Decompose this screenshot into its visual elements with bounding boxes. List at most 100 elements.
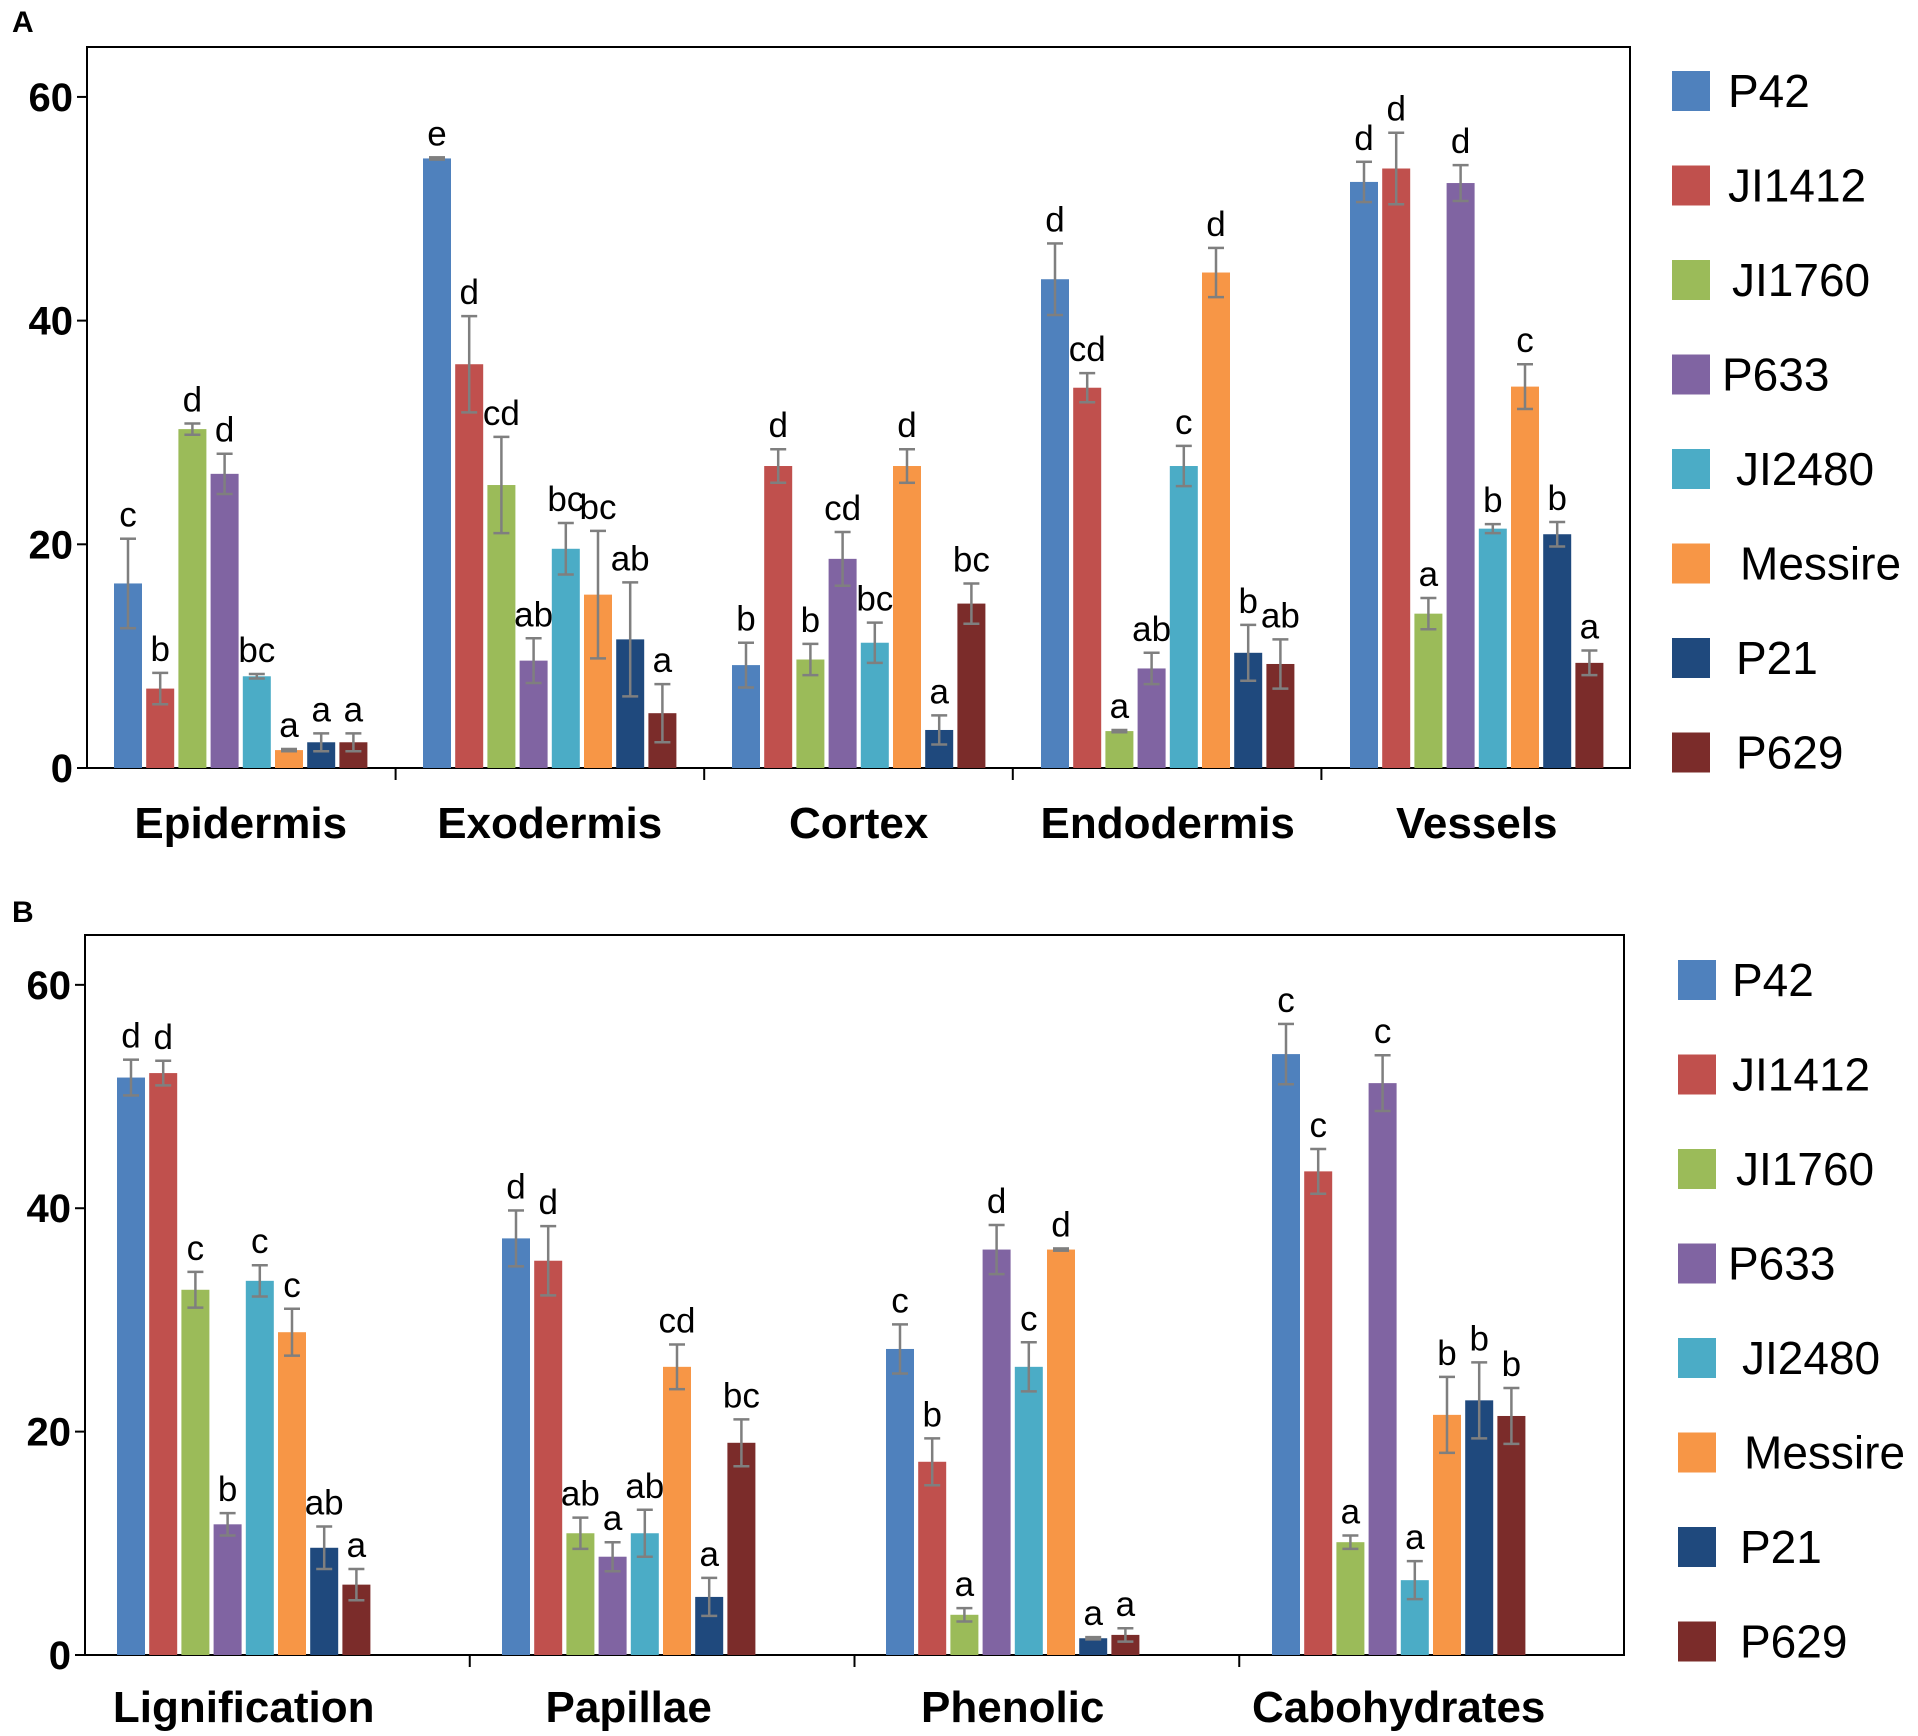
panel-a-exodermis-p629-significance-label: a	[653, 641, 673, 680]
panel-b-lignification-p629-significance-label: a	[347, 1526, 367, 1565]
panel-b-papillae-ji1412-significance-label: d	[538, 1183, 557, 1222]
panel-b-phenolic-p21-significance-label: a	[1083, 1594, 1103, 1633]
panel-a-epidermis-ji1760-significance-label: d	[183, 381, 202, 420]
panel-b-category-label-phenolic: Phenolic	[921, 1683, 1104, 1732]
panel-a-vessels-ji1412-bar	[1382, 168, 1411, 768]
panel-a-cortex-p629-significance-label: bc	[953, 540, 990, 579]
panel-a-epidermis-ji2480-significance-label: bc	[238, 631, 275, 670]
panel-a-legend-swatch-p633	[1672, 354, 1710, 395]
panel-a-epidermis-ji1412-significance-label: b	[150, 630, 169, 669]
panel-a-exodermis-p42-significance-label: e	[427, 114, 446, 153]
panel-b-legend-label-ji1412: JI1412	[1732, 1049, 1870, 1101]
panel-a-vessels-p629-bar	[1575, 662, 1604, 768]
panel-b-lignification-messire-bar	[278, 1332, 306, 1655]
panel-b-legend-swatch-p629	[1678, 1621, 1716, 1662]
panel-a-exodermis-ji1412-bar	[455, 364, 484, 768]
panel-a-vessels-p42-bar	[1350, 181, 1378, 768]
panel-a-cortex-ji1760-bar	[796, 659, 825, 768]
panel-b-phenolic-p633-significance-label: d	[987, 1182, 1006, 1221]
panel-a-endodermis-p21-significance-label: b	[1238, 582, 1257, 621]
panel-b-papillae-ji1760-bar	[566, 1533, 595, 1655]
panel-a-legend-swatch-p42	[1672, 71, 1710, 111]
panel-b-cabohydrates-p633-bar	[1368, 1083, 1397, 1655]
panel-b-legend-label-messire: Messire	[1744, 1427, 1905, 1479]
panel-b-cabohydrates-ji1760-significance-label: a	[1341, 1492, 1361, 1531]
panel-a-epidermis-ji2480-bar	[242, 676, 271, 768]
panel-a-vessels-messire-bar	[1511, 386, 1539, 768]
panel-a-endodermis-messire-bar	[1202, 272, 1230, 768]
panel-a-exodermis-p21-significance-label: ab	[611, 539, 650, 578]
panel-a-exodermis-ji1412-significance-label: d	[459, 273, 478, 312]
panel-a-endodermis-ji1760-significance-label: a	[1110, 687, 1130, 726]
panel-b-lignification-p42-significance-label: d	[121, 1017, 140, 1056]
panel-a-category-label-vessels: Vessels	[1396, 799, 1558, 848]
panel-a-cortex-messire-significance-label: d	[897, 406, 916, 445]
panel-a-cortex-ji2480-significance-label: bc	[856, 580, 893, 619]
panel-b-cabohydrates-ji1760-bar	[1336, 1542, 1365, 1655]
panel-b-lignification-ji1412-significance-label: d	[153, 1018, 172, 1057]
panel-a-category-label-cortex: Cortex	[789, 799, 929, 848]
panel-b-ytick-label-60: 60	[27, 964, 72, 1008]
panel-a-legend-swatch-ji2480	[1672, 449, 1710, 489]
panel-a-cortex-p629-bar	[957, 603, 986, 768]
panel-a-epidermis-p633-significance-label: d	[215, 411, 234, 450]
panel-a-category-label-epidermis: Epidermis	[134, 799, 347, 848]
panel-a-exodermis-ji1760-significance-label: cd	[483, 394, 520, 433]
panel-a-vessels-ji2480-bar	[1478, 528, 1507, 768]
panel-a-legend-label-ji1412: JI1412	[1728, 160, 1866, 212]
panel-b-ytick-label-0: 0	[49, 1634, 71, 1678]
panel-a-endodermis-p42-bar	[1041, 279, 1069, 768]
panel-b-label: B	[12, 896, 34, 929]
panel-a-vessels-ji1412-significance-label: d	[1386, 90, 1405, 129]
panel-a-vessels-messire-significance-label: c	[1516, 321, 1534, 360]
panel-a-vessels-p633-bar	[1446, 183, 1475, 768]
panel-b-legend-label-p633: P633	[1728, 1238, 1835, 1290]
panel-b-legend-label-p21: P21	[1740, 1521, 1822, 1573]
panel-a-vessels-p42-significance-label: d	[1354, 119, 1373, 158]
panel-a-vessels-p633-significance-label: d	[1451, 122, 1470, 161]
panel-a-epidermis-messire-significance-label: a	[279, 706, 299, 745]
panel-a-exodermis-ji2480-significance-label: bc	[547, 480, 584, 519]
panel-b-phenolic-p42-significance-label: c	[891, 1281, 909, 1320]
panel-b-phenolic-p42-bar	[886, 1348, 914, 1655]
panel-b-cabohydrates-ji1412-bar	[1304, 1171, 1333, 1655]
panel-b-papillae-messire-significance-label: cd	[659, 1301, 696, 1340]
panel-b-phenolic-messire-bar	[1047, 1249, 1075, 1655]
panel-a-legend-label-ji1760: JI1760	[1732, 254, 1870, 306]
panel-a-exodermis-p42-bar	[423, 158, 451, 768]
panel-a-category-label-exodermis: Exodermis	[437, 799, 662, 848]
panel-b-cabohydrates-ji2480-significance-label: a	[1405, 1518, 1425, 1557]
panel-b-lignification-messire-significance-label: c	[283, 1266, 301, 1305]
panel-a-label: A	[12, 6, 34, 39]
panel-b-ytick-label-20: 20	[27, 1411, 72, 1455]
panel-b-category-label-lignification: Lignification	[113, 1683, 375, 1732]
panel-b-legend-swatch-ji1412	[1678, 1054, 1716, 1095]
panel-a-cortex-p633-bar	[828, 558, 857, 768]
panel-b-legend-label-ji1760: JI1760	[1736, 1143, 1874, 1195]
panel-a-legend-label-messire: Messire	[1740, 538, 1901, 590]
panel-b-papillae-p633-significance-label: a	[603, 1499, 623, 1538]
panel-b-phenolic-messire-significance-label: d	[1051, 1205, 1070, 1244]
panel-a-vessels-ji2480-significance-label: b	[1483, 481, 1502, 520]
panel-a-exodermis-ji2480-bar	[551, 548, 580, 768]
panel-a-cortex-p42-significance-label: b	[736, 600, 755, 639]
panel-a-epidermis-p629-significance-label: a	[344, 690, 364, 729]
panel-b-legend-swatch-messire	[1678, 1432, 1716, 1473]
panel-b-lignification-p42-bar	[117, 1077, 145, 1655]
panel-b-legend-swatch-p21	[1678, 1527, 1716, 1567]
panel-b-lignification-ji1412-bar	[149, 1073, 178, 1655]
panel-a-ytick-label-60: 60	[29, 76, 74, 120]
panel-b-ytick-label-40: 40	[27, 1187, 72, 1231]
panel-b-lignification-ji2480-significance-label: c	[251, 1222, 269, 1261]
panel-a-legend-swatch-messire	[1672, 543, 1710, 584]
panel-b-cabohydrates-p629-significance-label: b	[1502, 1345, 1521, 1384]
panel-b-phenolic-ji2480-significance-label: c	[1020, 1299, 1038, 1338]
panel-a-vessels-p629-significance-label: a	[1580, 608, 1600, 647]
panel-b-legend-swatch-p633	[1678, 1243, 1716, 1284]
panel-b-phenolic-p629-significance-label: a	[1116, 1585, 1136, 1624]
panel-a-legend-label-ji2480: JI2480	[1736, 443, 1874, 495]
panel-a-endodermis-p633-significance-label: ab	[1132, 610, 1171, 649]
panel-b-legend-label-p629: P629	[1740, 1616, 1847, 1668]
panel-b-papillae-ji2480-significance-label: ab	[625, 1467, 664, 1506]
panel-b-cabohydrates-messire-significance-label: b	[1437, 1334, 1456, 1373]
